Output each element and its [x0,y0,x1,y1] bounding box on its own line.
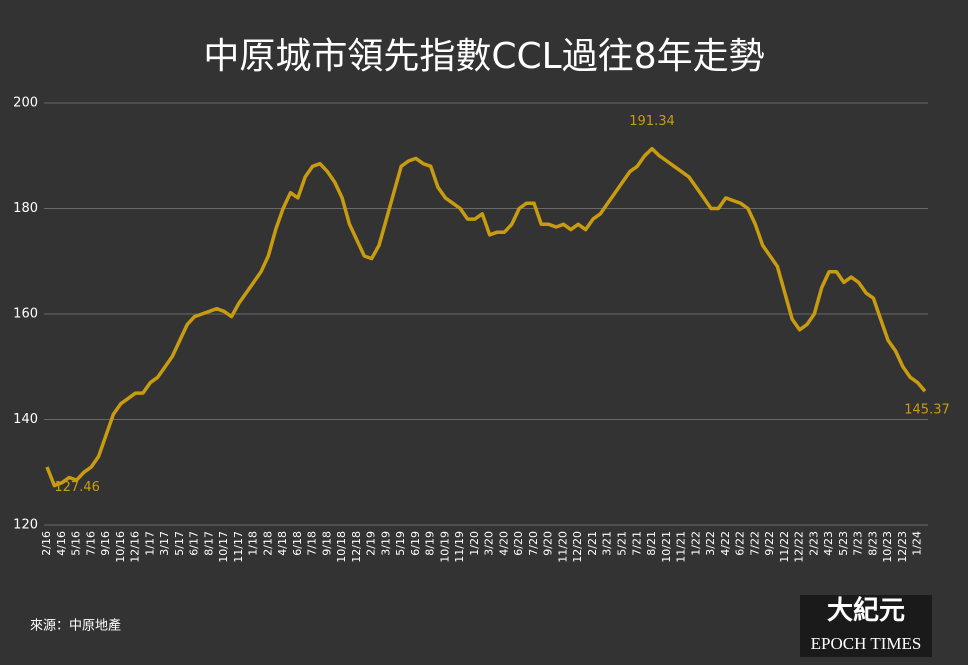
x-tick-label: 2/23 [807,531,820,556]
source: 來源：中原地產 [30,618,121,634]
x-tick-label: 9/22 [763,531,776,556]
x-tick-label: 10/23 [881,531,894,563]
x-tick-label: 4/23 [822,531,835,556]
x-tick-label: 11/21 [675,531,688,563]
x-tick-label: 1/22 [689,531,702,556]
x-tick-label: 7/20 [527,531,540,556]
x-tick-label: 5/19 [394,531,407,556]
x-tick-label: 12/18 [350,531,363,563]
x-tick-label: 1/17 [143,531,156,556]
x-tick-label: 7/23 [852,531,865,556]
x-tick-label: 11/17 [232,531,245,563]
x-tick-label: 8/17 [202,531,215,556]
x-tick-label: 11/19 [453,531,466,563]
x-tick-label: 5/16 [70,531,83,556]
data-line [45,146,927,488]
x-tick-label: 8/19 [424,531,437,556]
x-tick-label: 12/20 [571,531,584,563]
x-tick-label: 12/16 [129,531,142,563]
x-tick-label: 6/17 [188,531,201,556]
x-tick-label: 5/23 [837,531,850,556]
x-tick-label: 3/19 [379,531,392,556]
chart-title: 中原城市領先指數CCL過往8年走勢 [203,36,764,77]
x-tick-label: 11/22 [778,531,791,563]
x-tick-label: 3/22 [704,531,717,556]
y-tick-label: 180 [13,201,38,216]
x-tick-label: 2/18 [261,531,274,556]
x-tick-label: 7/18 [306,531,319,556]
x-tick-label: 2/21 [586,531,599,556]
x-tick-label: 8/21 [645,531,658,556]
x-tick-label: 6/19 [409,531,422,556]
x-tick-label: 11/20 [556,531,569,563]
x-tick-label: 1/18 [247,531,260,556]
y-tick-label: 160 [13,307,38,322]
x-tick-label: 5/17 [173,531,186,556]
x-tick-label: 10/19 [438,531,451,563]
logo-english: EPOCH TIMES [811,634,922,653]
x-tick-label: 2/19 [365,531,378,556]
x-tick-label: 6/18 [291,531,304,556]
x-tick-label: 3/20 [483,531,496,556]
x-tick-label: 6/22 [734,531,747,556]
value-label: 127.46 [54,480,100,495]
x-tick-label: 1/24 [911,531,924,556]
x-tick-label: 7/16 [84,531,97,556]
x-tick-label: 4/18 [276,531,289,556]
x-tick-label: 7/21 [630,531,643,556]
y-tick-label: 120 [13,518,38,533]
y-tick-label: 140 [13,412,38,427]
x-tick-label: 4/20 [497,531,510,556]
logo-box [800,595,932,657]
value-label: 145.37 [904,403,950,418]
x-tick-label: 9/20 [542,531,555,556]
x-tick-label: 7/22 [748,531,761,556]
x-tick-label: 4/16 [55,531,68,556]
x-tick-label: 1/20 [468,531,481,556]
x-tick-label: 3/21 [601,531,614,556]
x-tick-label: 10/17 [217,531,230,563]
x-tick-label: 10/21 [660,531,673,563]
x-tick-label: 12/23 [896,531,909,563]
value-label: 191.34 [629,114,675,129]
x-tick-label: 4/22 [719,531,732,556]
x-tick-label: 3/17 [158,531,171,556]
x-tick-label: 10/16 [114,531,127,563]
x-tick-label: 12/22 [793,531,806,563]
x-tick-label: 8/23 [866,531,879,556]
x-tick-label: 6/20 [512,531,525,556]
x-tick-label: 5/21 [615,531,628,556]
y-tick-label: 200 [13,96,38,111]
x-tick-label: 2/16 [40,531,53,556]
logo-chinese: 大紀元 [827,595,905,626]
x-tick-label: 9/18 [320,531,333,556]
x-tick-label: 10/18 [335,531,348,563]
x-tick-label: 9/16 [99,531,112,556]
